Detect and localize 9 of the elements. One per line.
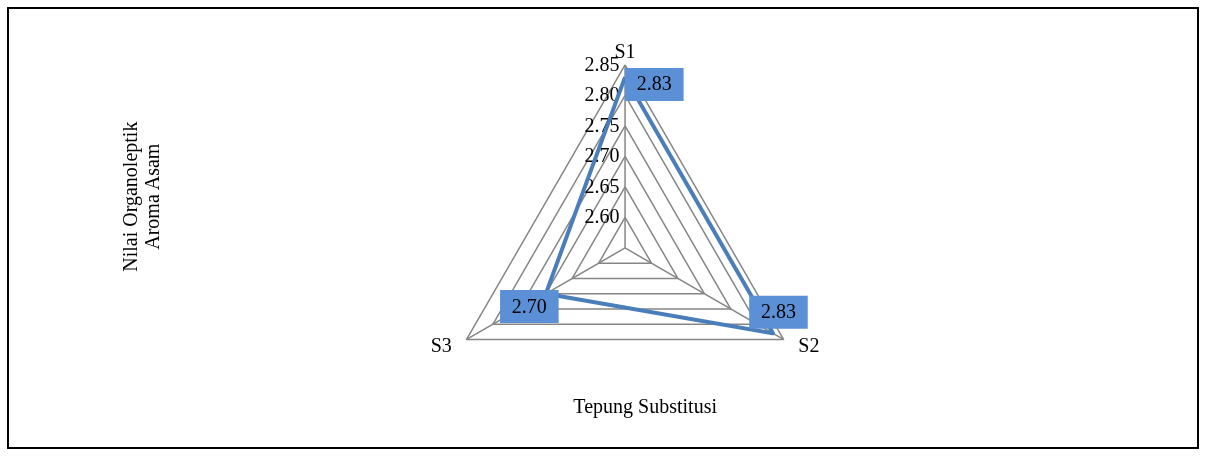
text: Tepung Substitusi	[573, 395, 718, 419]
y-tick-label: 2.60	[584, 205, 620, 228]
text: Nilai Organoleptik Aroma Asam	[118, 121, 163, 272]
data-label: 2.83	[760, 300, 796, 323]
y-tick-label: 2.65	[584, 174, 620, 197]
spoke-label: S2	[798, 333, 820, 356]
data-label: 2.83	[636, 72, 672, 95]
data-label: 2.70	[511, 294, 547, 317]
spoke-label: S3	[430, 333, 452, 356]
